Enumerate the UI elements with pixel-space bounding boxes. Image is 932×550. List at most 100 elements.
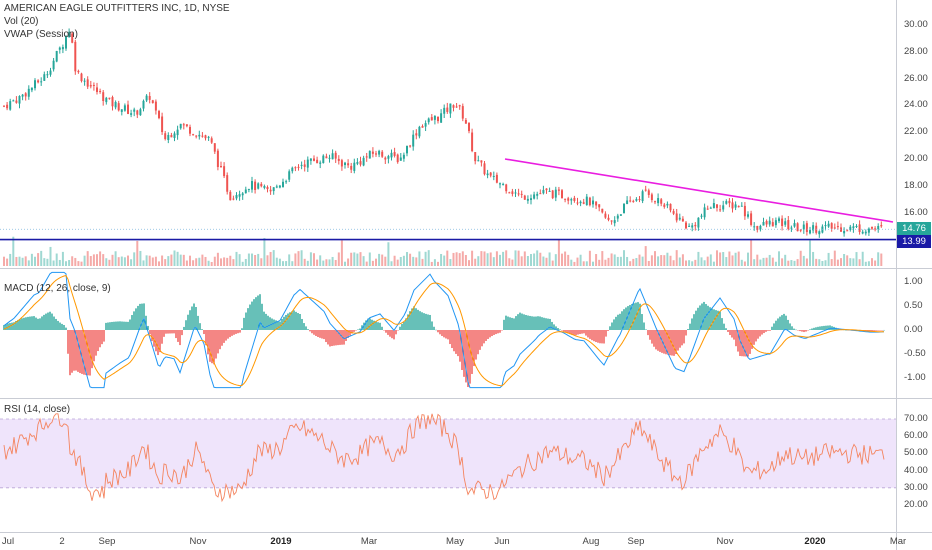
volume-bar <box>774 261 777 266</box>
price-tick-label: 22.00 <box>904 126 928 138</box>
macd-histogram-bar <box>517 314 519 330</box>
volume-bar <box>619 256 622 266</box>
volume-bar <box>390 261 393 266</box>
macd-histogram-bar <box>169 330 171 334</box>
macd-histogram-bar <box>597 330 599 343</box>
candle-body <box>142 100 145 109</box>
volume-bar <box>564 251 567 266</box>
macd-histogram-bar <box>111 321 113 330</box>
macd-histogram-bar <box>451 330 453 349</box>
candle-body <box>768 220 771 225</box>
volume-bar <box>235 251 238 266</box>
vwap-indicator-label[interactable]: VWAP (Session) <box>4 29 78 40</box>
candle-body <box>588 197 591 206</box>
macd-histogram-bar <box>159 330 161 353</box>
candle-body <box>477 160 480 162</box>
price-chart[interactable] <box>0 0 932 268</box>
candle-body <box>629 200 632 202</box>
macd-pane[interactable]: MACD (12, 26, close, 9) 1.00 0.50 0.00 -0.5… <box>0 269 932 398</box>
candle-body <box>68 32 71 38</box>
macd-tick-label: 0.00 <box>904 324 923 335</box>
macd-histogram-bar <box>651 330 653 344</box>
candle-body <box>108 97 111 99</box>
candle-body <box>486 173 489 176</box>
macd-histogram-bar <box>405 318 407 330</box>
volume-indicator-label[interactable]: Vol (20) <box>4 16 39 27</box>
macd-histogram-bar <box>497 330 499 334</box>
volume-bar <box>709 254 712 266</box>
price-tick-label: 30.00 <box>904 19 928 30</box>
volume-bar <box>802 255 805 266</box>
macd-histogram-bar <box>65 327 67 330</box>
candle-body <box>759 225 762 230</box>
macd-histogram-bar <box>787 319 789 330</box>
volume-bar <box>756 254 759 266</box>
macd-histogram-bar <box>83 330 85 375</box>
candle-body <box>669 203 672 211</box>
volume-bar <box>598 259 601 266</box>
macd-histogram-bar <box>53 316 55 330</box>
rsi-indicator-label[interactable]: RSI (14, close) <box>4 404 71 415</box>
candle-body <box>412 134 415 147</box>
volume-bar <box>254 255 257 266</box>
macd-histogram-bar <box>285 314 287 330</box>
macd-histogram-bar <box>399 326 401 330</box>
volume-bar <box>601 251 604 266</box>
macd-histogram-bar <box>873 330 875 331</box>
candle-body <box>877 225 880 230</box>
pane-separator[interactable] <box>0 398 932 399</box>
rsi-pane[interactable]: RSI (14, close) 70.00 60.00 50.00 40.00 30.0… <box>0 399 932 532</box>
candle-body <box>254 181 257 190</box>
macd-histogram-bar <box>253 299 255 330</box>
macd-histogram-bar <box>509 317 511 330</box>
macd-histogram-bar <box>289 312 291 330</box>
macd-histogram-bar <box>85 330 87 376</box>
volume-bar <box>179 254 182 266</box>
candle-body <box>449 103 452 114</box>
candle-body <box>272 187 275 192</box>
macd-histogram-bar <box>137 305 139 330</box>
volume-bar <box>148 255 151 266</box>
candle-body <box>399 157 402 161</box>
candle-body <box>337 158 340 161</box>
macd-histogram-bar <box>575 330 577 336</box>
macd-histogram-bar <box>557 328 559 330</box>
candle-body <box>275 186 278 188</box>
macd-histogram-bar <box>197 315 199 330</box>
volume-bar <box>604 259 607 266</box>
volume-bar <box>799 250 802 266</box>
time-tick-label: Aug <box>582 536 600 547</box>
macd-histogram-bar <box>877 330 879 331</box>
macd-histogram-bar <box>81 330 83 374</box>
macd-histogram-bar <box>373 320 375 330</box>
pane-separator[interactable] <box>0 268 932 269</box>
macd-histogram-bar <box>31 316 33 330</box>
macd-signal-line <box>3 275 884 387</box>
macd-histogram-bar <box>533 316 535 330</box>
volume-bar <box>232 259 235 266</box>
macd-histogram-bar <box>233 330 235 335</box>
volume-bar <box>3 256 5 266</box>
volume-bar <box>61 251 64 266</box>
macd-chart[interactable] <box>0 269 932 398</box>
macd-histogram-bar <box>409 311 411 330</box>
price-pane[interactable]: AMERICAN EAGLE OUTFITTERS INC, 1D, NYSE … <box>0 0 932 268</box>
macd-histogram-bar <box>307 329 309 330</box>
volume-bar <box>607 257 610 266</box>
volume-bar <box>818 259 821 266</box>
macd-histogram-bar <box>677 330 679 351</box>
macd-histogram-bar <box>563 330 565 332</box>
candle-body <box>697 217 700 228</box>
volume-bar <box>220 258 222 266</box>
volume-bar <box>344 261 346 266</box>
macd-histogram-bar <box>467 330 469 388</box>
macd-histogram-bar <box>641 314 643 330</box>
macd-histogram-bar <box>181 330 183 336</box>
macd-histogram-bar <box>623 309 625 330</box>
volume-bar <box>114 251 117 266</box>
macd-histogram-bar <box>369 318 371 330</box>
rsi-chart[interactable] <box>0 399 932 532</box>
macd-histogram-bar <box>795 329 797 331</box>
macd-indicator-label[interactable]: MACD (12, 26, close, 9) <box>4 283 111 294</box>
macd-histogram-bar <box>705 304 707 330</box>
